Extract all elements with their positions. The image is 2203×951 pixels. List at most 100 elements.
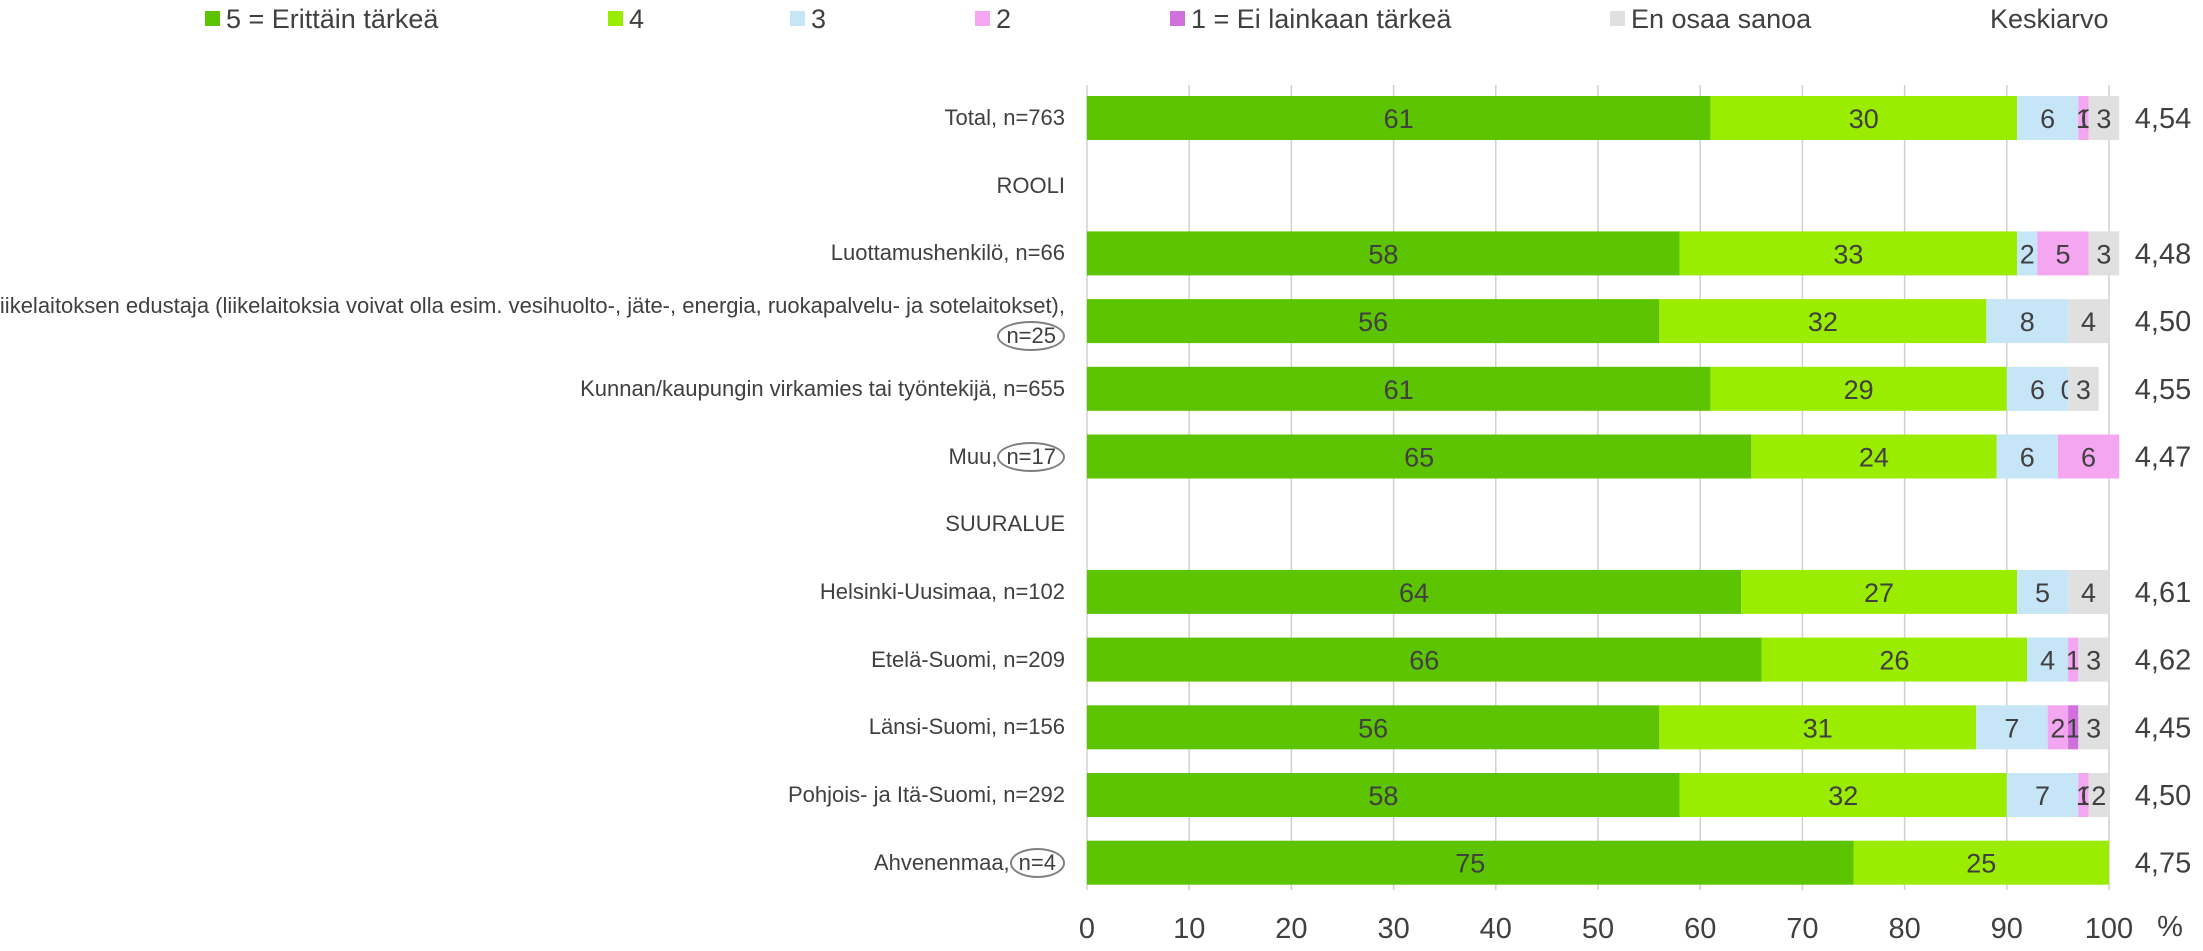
- bar-segment: [1710, 366, 2007, 411]
- bar-value-label: 66: [1409, 646, 1439, 676]
- bar-segment: [1087, 705, 1660, 750]
- row-label-text: Liikelaitoksen edustaja (liikelaitoksia …: [0, 293, 1065, 319]
- bar-segment: [1659, 705, 1977, 750]
- bar-value-label: 6: [2020, 443, 2035, 473]
- average-value: 4,47: [2135, 442, 2191, 474]
- x-tick-label: 70: [1786, 913, 1818, 945]
- bar-segment: [2068, 705, 2079, 750]
- row-label: Länsi-Suomi, n=156: [868, 714, 1065, 740]
- bar-segment: [2027, 637, 2069, 682]
- bar-value-label: 6: [2081, 443, 2096, 473]
- bar-value-label: 56: [1358, 713, 1388, 743]
- bar-value-label: 3: [2086, 646, 2101, 676]
- x-tick-label: 30: [1377, 913, 1409, 945]
- legend-item: 1 = Ei lainkaan tärkeä: [1170, 4, 1451, 35]
- bar-segment: [1087, 569, 1742, 614]
- bar-segment: [1741, 569, 2018, 614]
- bar-value-label: 4: [2081, 578, 2096, 608]
- average-value: 4,50: [2135, 306, 2191, 338]
- sample-size-circled: n=25: [997, 321, 1065, 352]
- bar-value-label: 1: [2076, 781, 2091, 811]
- x-tick-label: 90: [1991, 913, 2023, 945]
- legend-swatch: [205, 11, 220, 26]
- legend-item: 5 = Erittäin tärkeä: [205, 4, 438, 35]
- bar-value-label: 64: [1399, 578, 1429, 608]
- bar-segment: [2068, 569, 2109, 614]
- bar-segment: [1087, 96, 1711, 140]
- legend-swatch: [608, 11, 623, 26]
- legend-label: 3: [811, 4, 827, 34]
- bar-value-label: 6: [2030, 375, 2045, 405]
- group-header: SUURALUE: [945, 511, 1065, 537]
- x-tick-label: 40: [1480, 913, 1512, 945]
- bar-value-label: 65: [1404, 443, 1434, 473]
- bar-segment: [1853, 840, 2109, 885]
- bar-value-label: 2: [2020, 239, 2035, 269]
- bar-segment: [2068, 366, 2099, 411]
- average-value: 4,54: [2135, 103, 2191, 135]
- x-tick-label: 60: [1684, 913, 1716, 945]
- x-tick-label: 20: [1275, 913, 1307, 945]
- x-tick-label: 0: [1079, 913, 1095, 945]
- bar-value-label: 32: [1828, 781, 1858, 811]
- bar-segment: [2078, 705, 2109, 750]
- bar-segment: [2088, 96, 2120, 140]
- bar-segment: [2068, 299, 2109, 344]
- legend-item: 4: [608, 4, 644, 35]
- bar-segment: [2006, 366, 2069, 411]
- bar-segment: [2047, 705, 2069, 750]
- bar-value-label: 3: [2096, 239, 2111, 269]
- bar-segment: [2017, 96, 2079, 140]
- bar-segment: [1976, 705, 2048, 750]
- bar-value-label: 3: [2096, 104, 2111, 134]
- row-label: Muu, n=17: [949, 441, 1065, 472]
- bar-value-label: 3: [2076, 375, 2091, 405]
- average-column-header: Keskiarvo: [1990, 4, 2109, 34]
- bar-value-label: 2: [2091, 781, 2106, 811]
- row-label: Total, n=763: [944, 105, 1065, 130]
- bar-value-label: 25: [1966, 849, 1996, 879]
- legend-swatch: [1610, 11, 1625, 26]
- average-value: 4,55: [2135, 374, 2191, 406]
- row-label: Luottamushenkilö, n=66: [830, 240, 1065, 266]
- bar-segment: [1986, 299, 2069, 344]
- legend-swatch: [1170, 11, 1185, 26]
- row-label: Ahvenenmaa, n=4: [873, 847, 1065, 878]
- legend-label: 1 = Ei lainkaan tärkeä: [1191, 4, 1452, 34]
- average-value: 4,45: [2135, 712, 2191, 744]
- x-tick-label: 50: [1582, 913, 1614, 945]
- sample-size-circled: n=4: [1009, 847, 1065, 878]
- bar-value-label: 7: [2004, 713, 2019, 743]
- bar-segment: [1679, 231, 2018, 276]
- bar-value-label: 8: [2020, 307, 2035, 337]
- bar-segment: [1751, 434, 1997, 479]
- x-tick-label: 80: [1888, 913, 1920, 945]
- bar-segment: [2057, 434, 2120, 479]
- bar-value-label: 56: [1358, 307, 1388, 337]
- average-value: 4,50: [2135, 780, 2191, 812]
- bar-value-label: 30: [1849, 104, 1879, 134]
- bar-value-label: 4: [2040, 646, 2055, 676]
- bar-segment: [2078, 773, 2089, 817]
- bar-value-label: 5: [2035, 578, 2050, 608]
- bar-value-label: 6: [2040, 104, 2055, 134]
- bar-segment: [1087, 840, 1854, 885]
- bar-value-label: 29: [1844, 375, 1874, 405]
- bar-segment: [2017, 569, 2069, 614]
- group-header: ROOLI: [996, 172, 1065, 198]
- bar-value-label: 27: [1864, 578, 1894, 608]
- legend-swatch: [790, 11, 805, 26]
- bar-value-label: 33: [1833, 239, 1863, 269]
- bar-value-label: 32: [1808, 307, 1838, 337]
- row-label-text: Ahvenenmaa,: [873, 849, 1010, 875]
- bar-segment: [2088, 773, 2109, 817]
- legend-label: 5 = Erittäin tärkeä: [226, 4, 439, 34]
- row-label: Etelä-Suomi, n=209: [871, 646, 1065, 672]
- bar-value-label: 2: [2050, 713, 2065, 743]
- legend-label: 4: [629, 4, 645, 34]
- bar-value-label: 58: [1368, 239, 1398, 269]
- x-tick-label: 100: [2085, 913, 2133, 945]
- bar-segment: [2068, 637, 2079, 682]
- average-value: 4,48: [2135, 238, 2191, 270]
